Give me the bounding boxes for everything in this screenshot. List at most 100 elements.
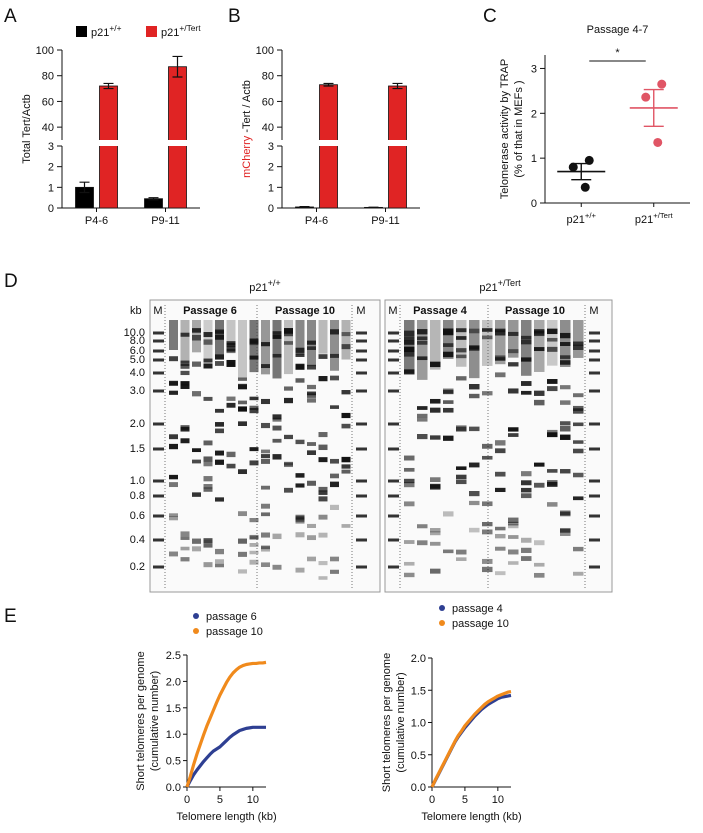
- y-axis-label: (cumulative number): [395, 672, 407, 772]
- marker-label: 4.0: [130, 367, 145, 379]
- lane-smear: [226, 320, 236, 354]
- lane-smear: [547, 320, 558, 366]
- gel-band: [534, 462, 545, 467]
- gel-band: [330, 353, 339, 358]
- gel-band: [456, 336, 467, 340]
- marker-band: [356, 358, 367, 362]
- gel-band: [417, 524, 428, 529]
- gel-band: [249, 447, 259, 452]
- y-tick-label: 80: [262, 71, 274, 83]
- marker-band: [388, 331, 399, 335]
- bar: [388, 85, 407, 209]
- gel-band: [180, 536, 190, 540]
- gel-band: [272, 425, 282, 431]
- gel-band: [203, 363, 213, 369]
- gel-band: [482, 558, 493, 564]
- gel-band: [560, 342, 571, 346]
- gel-band: [330, 556, 339, 562]
- gel-band: [261, 485, 270, 490]
- gel-band: [404, 467, 415, 472]
- gel-band: [534, 347, 545, 352]
- x-axis-label: Telomere length (kb): [176, 811, 276, 823]
- gel-band: [272, 438, 282, 443]
- marker-band: [388, 339, 399, 343]
- gel-band: [456, 466, 467, 470]
- gel-band: [430, 361, 441, 368]
- gel-band: [430, 477, 441, 483]
- gel-band: [295, 532, 305, 538]
- gel-band: [430, 407, 441, 413]
- gel-band: [404, 369, 415, 374]
- marker-band: [589, 358, 600, 362]
- gel-band: [215, 428, 224, 434]
- gel-band: [430, 528, 441, 533]
- gel-band: [430, 483, 441, 489]
- marker-band: [388, 514, 399, 518]
- gel-band: [547, 480, 558, 486]
- gel-band: [495, 330, 506, 336]
- gel-band: [404, 572, 415, 578]
- significance-label: *: [615, 47, 620, 59]
- gel-band: [249, 396, 259, 401]
- gel-band: [469, 500, 480, 506]
- gel-band: [573, 341, 584, 346]
- marker-band: [153, 389, 164, 393]
- gel-band: [261, 512, 270, 517]
- gel-band: [318, 354, 328, 359]
- gel-band: [417, 340, 428, 345]
- gel-band: [272, 533, 282, 540]
- gel-band: [330, 473, 339, 479]
- y-tick-label: 1.0: [411, 718, 426, 730]
- gel-band: [318, 376, 328, 382]
- gel-band: [341, 423, 351, 429]
- gel-band: [249, 405, 259, 410]
- x-tick-label: 0: [429, 794, 435, 806]
- legend-marker: [439, 605, 445, 611]
- gel-band: [284, 462, 293, 468]
- gel-band: [495, 448, 506, 454]
- gel-band: [261, 454, 270, 459]
- gel-band: [215, 563, 224, 568]
- lane-smear: [573, 320, 584, 358]
- y-tick-label: 40: [42, 122, 54, 134]
- error-bar: [323, 82, 334, 87]
- x-tick-label: P9-11: [151, 215, 180, 227]
- gel-band: [238, 383, 247, 390]
- marker-lane-label: M: [589, 305, 598, 317]
- gel-band: [318, 432, 328, 438]
- marker-label: 0.6: [130, 510, 145, 522]
- gel-band: [180, 360, 190, 366]
- marker-band: [356, 447, 367, 451]
- x-tick-label: P4-6: [305, 215, 328, 227]
- gel-band: [508, 524, 519, 529]
- gel-band: [169, 434, 178, 440]
- gel-band: [456, 426, 467, 432]
- lane-smear: [456, 320, 467, 367]
- gel-band: [573, 496, 584, 501]
- y-tick-label: 40: [262, 122, 274, 134]
- marker-band: [153, 565, 164, 569]
- gel-band: [404, 540, 415, 544]
- gel-band: [508, 349, 519, 354]
- x-tick-label-base: p21: [567, 214, 585, 226]
- gel-band: [169, 390, 178, 395]
- gel-band: [215, 330, 224, 335]
- lane-smear: [180, 320, 190, 363]
- gel-band: [341, 390, 351, 395]
- marker-label: 0.8: [130, 490, 145, 502]
- gel-band: [180, 364, 190, 369]
- gel-band: [261, 545, 270, 550]
- gel-band: [169, 443, 178, 450]
- marker-band: [153, 514, 164, 518]
- gel-band: [469, 462, 480, 468]
- gel-band: [249, 542, 259, 547]
- gel-band: [249, 550, 259, 555]
- legend-swatch: [146, 26, 157, 37]
- error-bar: [172, 55, 183, 78]
- y-tick-label: 60: [262, 96, 274, 108]
- marker-band: [388, 479, 399, 483]
- x-tick-label-sup: +/Tert: [653, 211, 673, 220]
- gel-band: [295, 364, 305, 370]
- marker-band: [153, 447, 164, 451]
